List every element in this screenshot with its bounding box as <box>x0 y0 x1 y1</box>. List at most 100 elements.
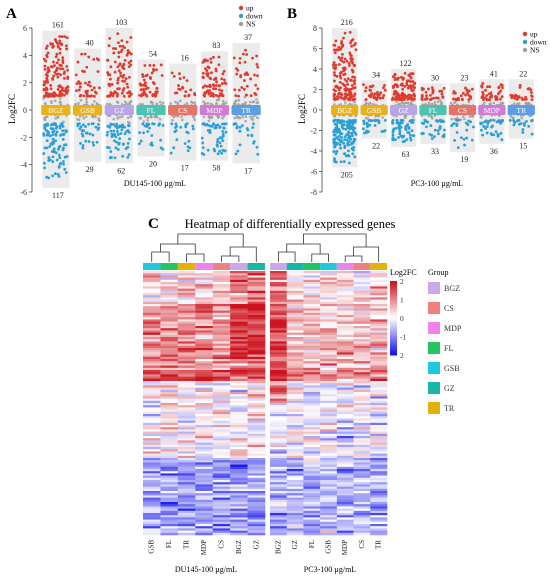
heatmap-right-cell <box>286 519 304 523</box>
heatmap-right-cell <box>320 422 338 426</box>
panel-b-point-down <box>422 122 426 125</box>
heatmap-left-cell <box>143 372 161 375</box>
heatmap-left-cell <box>177 374 196 377</box>
panel-a-point-up <box>53 38 57 41</box>
panel-b-point-up <box>510 94 514 97</box>
heatmap-left-cell <box>160 295 179 298</box>
heatmap-left-cell <box>160 427 179 430</box>
panel-a-point-up <box>223 81 227 85</box>
heatmap-left-cell <box>212 328 231 331</box>
panel-a-point-up <box>222 78 226 82</box>
heatmap-right-cell <box>303 438 321 441</box>
heatmap-left-cell <box>195 396 214 399</box>
heatmap-right-column-label: TR <box>375 540 383 549</box>
heatmap-left-cell <box>212 301 231 305</box>
panel-b-point-up <box>440 92 444 96</box>
panel-a-point-up <box>120 91 124 95</box>
heatmap-right-cell <box>320 475 338 479</box>
heatmap-left-cell <box>177 442 196 446</box>
heatmap-left-cell <box>230 381 248 384</box>
heatmap-left-cell <box>212 334 231 338</box>
heatmap-right-group-bar <box>320 263 337 270</box>
heatmap-right-cell <box>286 407 304 410</box>
panel-b-point-up <box>336 97 340 101</box>
heatmap-left-cell <box>230 293 248 296</box>
heatmap-left-cell <box>195 350 214 353</box>
heatmap-right-cell <box>303 444 321 448</box>
heatmap-right-cell <box>303 356 321 360</box>
heatmap-right-cell <box>286 323 304 327</box>
panel-a-point-down <box>51 174 55 178</box>
panel-b-up-count: 22 <box>519 69 527 78</box>
heatmap-right-cell <box>370 394 388 397</box>
panel-a-point-ns <box>224 101 228 104</box>
heatmap-left-cell <box>230 508 248 512</box>
panel-a-point-down <box>213 126 217 130</box>
panel-a-point-ns <box>169 102 173 105</box>
heatmap-left-cell <box>212 469 231 472</box>
panel-a-point-ns <box>62 120 65 124</box>
heatmap-right-cell <box>286 306 304 309</box>
panel-a-point-ns <box>222 99 225 103</box>
heatmap-right-cell <box>270 469 288 472</box>
heatmap-right-cell <box>286 524 304 527</box>
panel-a-point-ns <box>251 115 255 118</box>
heatmap-right-cell <box>320 486 338 490</box>
heatmap-right-cell <box>320 425 338 428</box>
panel-a-point-up <box>121 75 125 79</box>
panel-b-point-down <box>349 137 353 141</box>
panel-a-point-down <box>146 130 150 133</box>
heatmap-left-cell <box>247 295 266 298</box>
heatmap-left-cell <box>177 400 196 404</box>
heatmap-left-cell <box>177 405 196 408</box>
heatmap-left-cell <box>143 275 161 278</box>
heatmap-left-cell <box>212 312 231 316</box>
heatmap-right-cell <box>286 381 304 384</box>
panel-b-point-up <box>452 89 456 93</box>
heatmap-right-cell <box>270 480 288 483</box>
heatmap-right-cell <box>336 403 354 406</box>
heatmap-left-cell <box>143 482 161 485</box>
heatmap-left-cell <box>230 378 248 382</box>
heatmap-left-cell <box>177 502 196 505</box>
heatmap-left-cell <box>195 422 214 426</box>
heatmap-left-cell <box>143 515 161 518</box>
panel-a-category-label: GSB <box>80 106 95 115</box>
heatmap-right-cell <box>370 438 388 441</box>
heatmap-left-cell <box>177 343 196 347</box>
panel-a-point-up <box>120 39 124 43</box>
panel-b-point-up <box>423 97 427 101</box>
panel-b-point-up <box>394 89 397 93</box>
panel-a-point-down <box>80 129 84 133</box>
panel-a-point-up <box>201 71 205 75</box>
panel-a-legend-down: down <box>246 12 263 21</box>
panel-a-point-up <box>143 64 147 67</box>
heatmap-right-cell <box>303 517 321 520</box>
heatmap-right-cell <box>320 271 338 274</box>
heatmap-left-cell <box>160 381 179 384</box>
heatmap-left-cell <box>160 453 179 457</box>
heatmap-left-cell <box>247 473 266 476</box>
heatmap-left-cell <box>143 530 161 534</box>
heatmap-left-cell <box>212 394 231 397</box>
heatmap-right-cell <box>286 403 304 406</box>
panel-a-point-up <box>243 60 247 64</box>
heatmap-left-cell <box>195 427 214 430</box>
heatmap-right-cell <box>320 504 338 507</box>
heatmap-right-cell <box>303 330 321 333</box>
panel-a-point-up <box>138 82 142 86</box>
heatmap-right-cell <box>353 444 371 448</box>
heatmap-left-cell <box>212 491 231 494</box>
heatmap-right-cell <box>370 411 388 415</box>
heatmap-right-cell <box>270 519 288 523</box>
panel-a-point-up <box>202 58 206 62</box>
heatmap-left-cell <box>247 343 266 347</box>
heatmap-right-cell <box>286 477 304 481</box>
heatmap-right-cell <box>336 510 354 514</box>
panel-a-point-ns <box>93 100 96 103</box>
panel-a-point-down <box>55 158 59 162</box>
panel-a-point-down <box>220 136 224 140</box>
panel-b-point-up <box>481 95 485 99</box>
panel-a-point-down <box>97 123 100 126</box>
heatmap-right-cell <box>303 462 321 465</box>
